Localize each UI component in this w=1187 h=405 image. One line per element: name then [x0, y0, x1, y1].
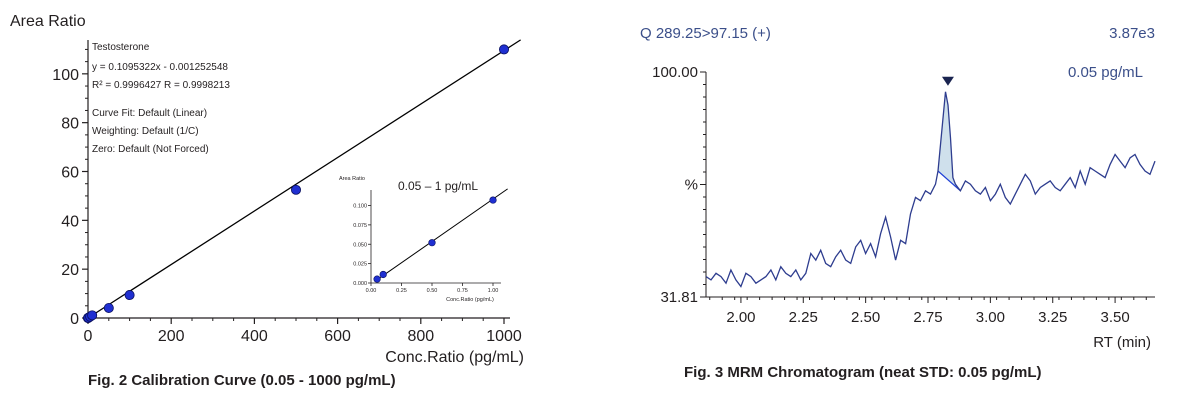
inset-y-tick-label: 0.100: [353, 204, 367, 210]
calib-x-tick-label: 1000: [486, 328, 522, 345]
calib-annotation: R² = 0.9996427 R = 0.9998213: [92, 80, 230, 91]
calib-fit-line: [87, 39, 521, 319]
inset-x-tick-label: 0.00: [366, 288, 377, 294]
calib-y-axis-label: Area Ratio: [10, 13, 86, 30]
calib-x-axis-label: Conc.Ratio (pg/mL): [385, 349, 524, 366]
chrom-x-tick-label: 2.75: [913, 309, 942, 326]
calib-y-tick-label: 40: [61, 213, 79, 230]
chrom-peak-marker: [941, 76, 954, 86]
chrom-y-tick-label: 31.81: [660, 289, 698, 306]
inset-x-tick-label: 0.50: [427, 288, 438, 294]
calib-x-tick-label: 600: [324, 328, 351, 345]
chrom-x-tick-label: 3.00: [976, 309, 1005, 326]
inset-data-point: [373, 275, 381, 283]
chrom-sample-label: 0.05 pg/mL: [1068, 64, 1143, 81]
chrom-intensity-label: 3.87e3: [1109, 25, 1155, 42]
calib-x-tick-label: 800: [407, 328, 434, 345]
fig2-caption: Fig. 2 Calibration Curve (0.05 - 1000 pg…: [88, 372, 396, 389]
chrom-peak-baseline: [937, 170, 961, 192]
chrom-y-tick-label: %: [685, 177, 698, 194]
chrom-trace: [705, 91, 1156, 288]
calib-data-point: [498, 44, 509, 55]
calib-data-point: [103, 302, 114, 313]
calib-annotation: y = 0.1095322x - 0.001252548: [92, 62, 228, 73]
inset-y-axis-label: Area Ratio: [339, 176, 365, 182]
inset-x-tick-label: 1.00: [488, 288, 499, 294]
calib-y-tick-label: 80: [61, 116, 79, 133]
chrom-x-tick-label: 2.50: [851, 309, 880, 326]
chrom-x-tick-label: 3.50: [1100, 309, 1129, 326]
inset-title: 0.05 – 1 pg/mL: [398, 179, 478, 193]
calib-y-tick-label: 100: [52, 67, 79, 84]
calib-annotation: Zero: Default (Not Forced): [92, 144, 209, 155]
inset-x-tick-label: 0.75: [457, 288, 468, 294]
calib-data-point: [290, 184, 301, 195]
calib-y-tick-label: 20: [61, 262, 79, 279]
calib-data-point: [124, 290, 135, 301]
inset-y-tick-label: 0.025: [353, 262, 367, 268]
fig3-caption: Fig. 3 MRM Chromatogram (neat STD: 0.05 …: [684, 364, 1042, 381]
chrom-x-tick-label: 2.00: [726, 309, 755, 326]
inset-data-point: [428, 239, 436, 247]
calib-annotation: Weighting: Default (1/C): [92, 126, 199, 137]
calib-x-tick-label: 400: [241, 328, 268, 345]
chrom-x-tick-label: 2.25: [789, 309, 818, 326]
chrom-x-tick-label: 3.25: [1038, 309, 1067, 326]
inset-y-tick-label: 0.075: [353, 223, 367, 229]
calib-y-tick-label: 60: [61, 165, 79, 182]
inset-fit-line: [374, 188, 508, 282]
calib-x-tick-label: 200: [158, 328, 185, 345]
inset-y-tick-label: 0.000: [353, 281, 367, 287]
inset-y-tick-label: 0.050: [353, 242, 367, 248]
calib-data-point: [87, 310, 98, 321]
calib-y-tick-label: 0: [70, 311, 79, 328]
chrom-title: Q 289.25>97.15 (+): [640, 25, 771, 42]
chrom-y-tick-label: 100.00: [652, 64, 698, 81]
inset-data-point: [379, 270, 387, 279]
inset-x-tick-label: 0.25: [396, 288, 407, 294]
calib-annotation: Curve Fit: Default (Linear): [92, 108, 207, 119]
inset-data-point: [489, 196, 497, 204]
chrom-x-axis-label: RT (min): [1093, 334, 1151, 351]
calib-annotation: Testosterone: [92, 42, 150, 53]
inset-x-axis-label: Conc.Ratio (pg/mL): [446, 297, 494, 303]
calib-x-tick-label: 0: [84, 328, 93, 345]
